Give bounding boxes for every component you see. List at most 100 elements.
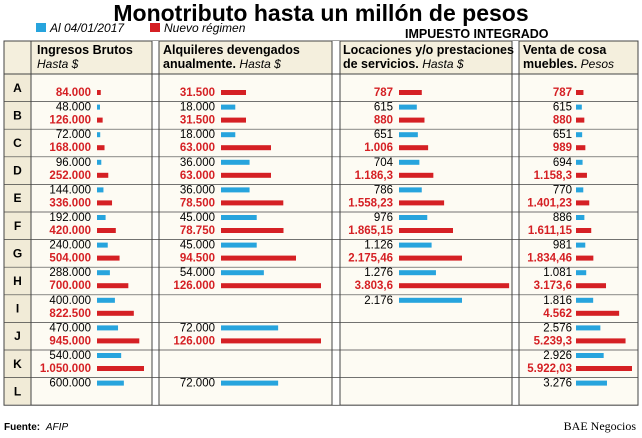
bar-old-1-C bbox=[97, 132, 101, 138]
value-old-2-F: 45.000 bbox=[180, 212, 215, 224]
value-new-1-I: 822.500 bbox=[49, 308, 91, 320]
value-new-2-F: 78.750 bbox=[180, 225, 215, 237]
value-old-4-C: 651 bbox=[553, 129, 572, 141]
value-new-4-J: 5.239,3 bbox=[534, 335, 572, 347]
bar-new-4-F bbox=[576, 228, 592, 233]
bar-old-2-E bbox=[221, 187, 250, 193]
bar-new-4-A bbox=[576, 90, 584, 95]
value-new-1-J: 945.000 bbox=[49, 335, 91, 347]
value-old-2-D: 36.000 bbox=[180, 157, 215, 169]
value-new-2-A: 31.500 bbox=[180, 87, 215, 99]
bar-old-4-G bbox=[576, 242, 586, 248]
bar-new-3-G bbox=[399, 255, 462, 261]
bar-old-2-D bbox=[221, 159, 250, 165]
value-old-3-G: 1.126 bbox=[364, 240, 393, 252]
bar-old-4-B bbox=[576, 104, 582, 110]
bar-old-4-F bbox=[576, 215, 585, 220]
value-new-4-C: 989 bbox=[553, 142, 572, 154]
bar-old-1-H bbox=[97, 270, 110, 276]
bar-new-2-J bbox=[221, 338, 321, 344]
value-new-1-F: 420.000 bbox=[49, 225, 91, 237]
value-new-1-A: 84.000 bbox=[56, 87, 91, 99]
bar-old-3-E bbox=[399, 187, 422, 193]
value-old-3-B: 615 bbox=[374, 102, 393, 114]
bar-old-2-G bbox=[221, 242, 257, 248]
value-old-3-I: 2.176 bbox=[364, 295, 393, 307]
value-old-4-D: 694 bbox=[553, 157, 573, 169]
value-old-3-F: 976 bbox=[374, 212, 393, 224]
value-old-1-H: 288.000 bbox=[49, 267, 91, 279]
value-old-3-H: 1.276 bbox=[364, 267, 393, 279]
category-label-G: G bbox=[13, 246, 22, 260]
bar-new-3-F bbox=[399, 228, 454, 233]
bar-old-3-F bbox=[399, 215, 428, 220]
legend-label-new: Nuevo régimen bbox=[164, 21, 246, 35]
column-gap-1 bbox=[152, 41, 159, 406]
value-new-3-A: 787 bbox=[374, 87, 393, 99]
value-new-3-E: 1.558,23 bbox=[348, 197, 393, 209]
source-label: Fuente: bbox=[4, 422, 40, 433]
bar-new-1-C bbox=[97, 145, 105, 151]
bar-old-3-C bbox=[399, 132, 418, 138]
value-old-1-I: 400.000 bbox=[49, 295, 91, 307]
column-unit-2: Hasta $ bbox=[239, 57, 281, 71]
bar-new-4-I bbox=[576, 310, 620, 316]
bar-old-2-F bbox=[221, 215, 257, 220]
bar-old-2-H bbox=[221, 270, 264, 276]
bar-new-4-B bbox=[576, 117, 585, 123]
value-old-3-D: 704 bbox=[374, 157, 394, 169]
bar-new-4-K bbox=[576, 366, 632, 371]
value-old-1-B: 48.000 bbox=[56, 102, 91, 114]
value-new-4-G: 1.834,46 bbox=[527, 253, 572, 265]
value-new-4-F: 1.611,15 bbox=[528, 225, 573, 237]
bar-old-3-D bbox=[399, 159, 420, 165]
column-unit-1: Hasta $ bbox=[37, 57, 79, 71]
bar-new-3-B bbox=[399, 117, 425, 123]
value-new-2-E: 78.500 bbox=[180, 197, 215, 209]
bar-new-3-H bbox=[399, 283, 510, 289]
value-new-2-D: 63.000 bbox=[180, 170, 215, 182]
value-old-1-C: 72.000 bbox=[56, 129, 91, 141]
legend-label-old: Al 04/01/2017 bbox=[49, 21, 125, 35]
value-new-3-H: 3.803,6 bbox=[355, 280, 393, 292]
bar-new-2-F bbox=[221, 228, 284, 233]
value-old-1-K: 540.000 bbox=[49, 350, 91, 362]
value-new-2-J: 126.000 bbox=[173, 335, 215, 347]
value-old-1-E: 144.000 bbox=[49, 184, 91, 196]
bar-new-4-G bbox=[576, 255, 594, 261]
value-new-2-H: 126.000 bbox=[173, 280, 215, 292]
bar-new-1-K bbox=[97, 366, 144, 371]
bar-new-2-A bbox=[221, 90, 246, 95]
value-new-3-B: 880 bbox=[374, 115, 393, 127]
category-label-B: B bbox=[13, 108, 22, 122]
bar-old-4-D bbox=[576, 159, 583, 165]
value-new-4-B: 880 bbox=[553, 115, 572, 127]
bar-old-4-J bbox=[576, 325, 601, 331]
column-header-3: Locaciones y/o prestaciones bbox=[343, 43, 514, 57]
value-old-4-H: 1.081 bbox=[543, 267, 572, 279]
brand-label: BAE Negocios bbox=[564, 419, 637, 433]
bar-old-4-H bbox=[576, 270, 587, 276]
bar-new-4-E bbox=[576, 200, 590, 206]
legend-swatch-old bbox=[36, 23, 46, 32]
bar-new-2-B bbox=[221, 117, 246, 123]
bar-old-3-H bbox=[399, 270, 436, 276]
value-old-4-I: 1.816 bbox=[543, 295, 572, 307]
bar-old-4-C bbox=[576, 132, 583, 138]
value-old-2-H: 54.000 bbox=[180, 267, 215, 279]
bar-old-2-L bbox=[221, 380, 279, 386]
value-old-3-C: 651 bbox=[374, 129, 393, 141]
bar-new-2-C bbox=[221, 145, 271, 151]
value-old-1-F: 192.000 bbox=[49, 212, 91, 224]
category-label-I: I bbox=[16, 302, 19, 316]
bar-new-4-C bbox=[576, 145, 586, 151]
value-new-4-D: 1.158,3 bbox=[534, 170, 572, 182]
bar-new-3-C bbox=[399, 145, 429, 151]
bar-old-3-I bbox=[399, 297, 462, 303]
category-label-K: K bbox=[13, 357, 22, 371]
bar-new-1-E bbox=[97, 200, 113, 206]
bar-old-4-K bbox=[576, 353, 604, 358]
bar-old-3-G bbox=[399, 242, 432, 248]
